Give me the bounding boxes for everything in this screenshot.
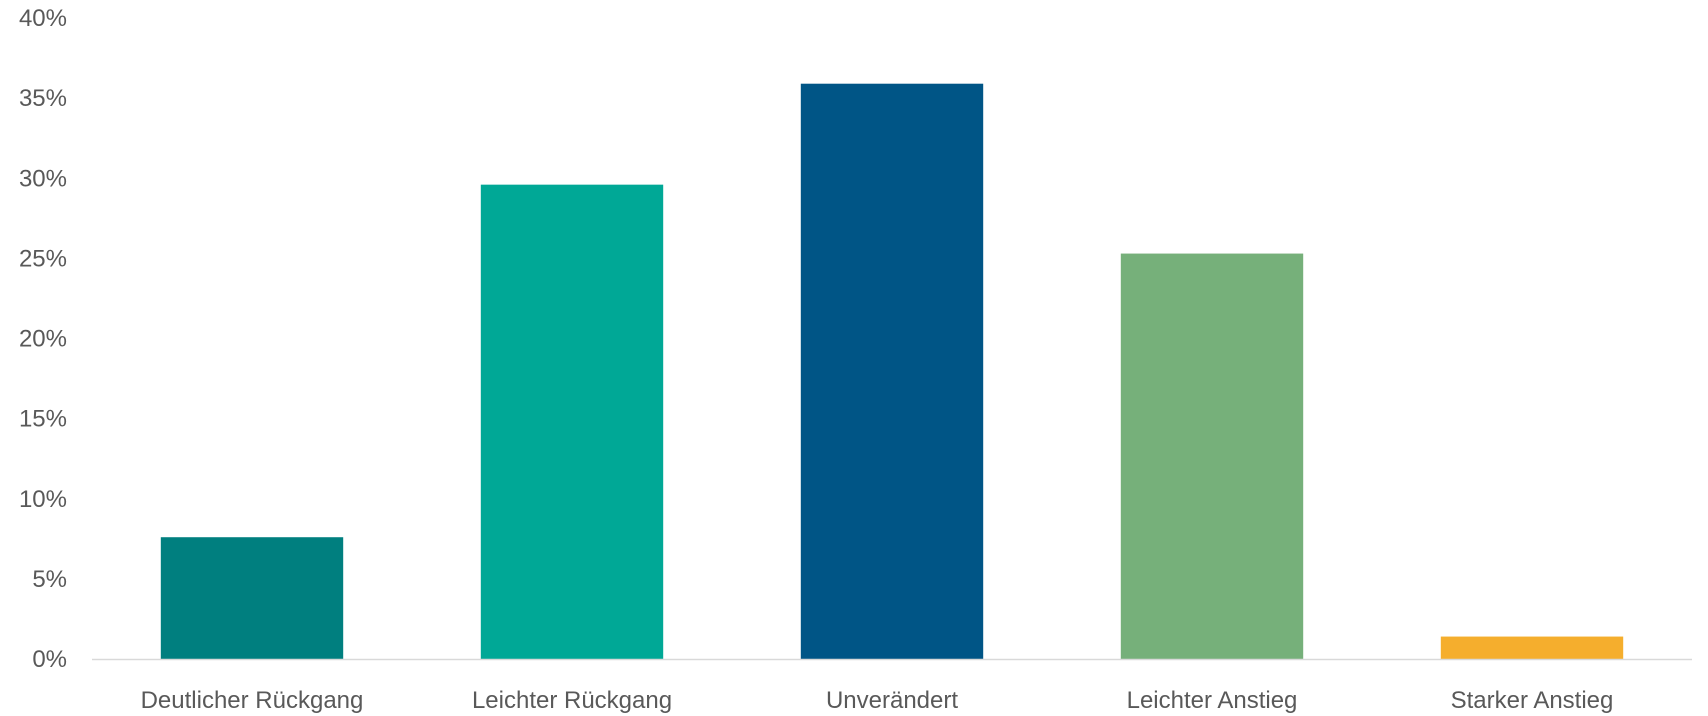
y-axis: 0% 5% 10% 15% 20% 25% 30% 35% 40% [19,5,67,673]
bar-1 [160,537,344,659]
bar-5 [1440,636,1624,659]
bar-3 [800,83,984,659]
y-tick-label: 5% [32,566,67,593]
x-category-label: Leichter Rückgang [472,687,672,714]
bars [160,83,1624,659]
y-tick-label: 20% [19,326,67,353]
x-category-label: Deutlicher Rückgang [141,687,364,714]
y-tick-label: 25% [19,245,67,272]
y-tick-label: 40% [19,5,67,32]
bar-2 [480,184,664,659]
y-tick-label: 10% [19,486,67,513]
x-category-label: Starker Anstieg [1451,687,1614,714]
y-tick-label: 0% [32,646,67,673]
x-axis: Deutlicher Rückgang Leichter Rückgang Unve… [141,687,1614,714]
bar-4 [1120,253,1304,659]
x-category-label: Leichter Anstieg [1127,687,1298,714]
x-category-label: Unverändert [826,687,958,714]
y-tick-label: 35% [19,85,67,112]
y-tick-label: 30% [19,165,67,192]
y-tick-label: 15% [19,406,67,433]
